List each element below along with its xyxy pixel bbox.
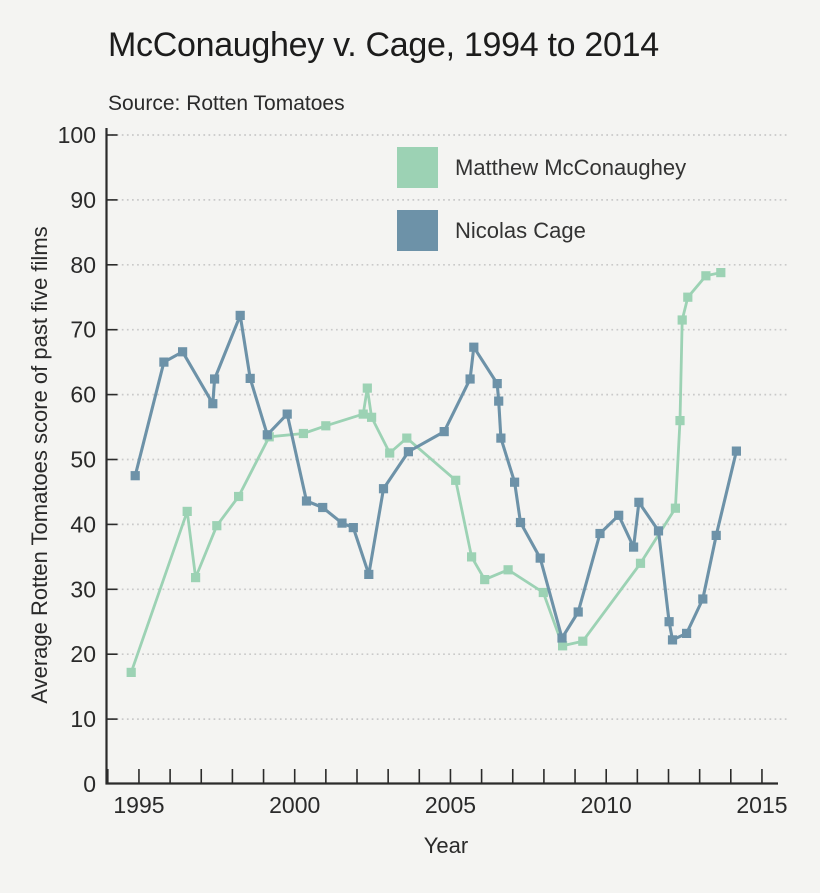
y-axis-title: Average Rotten Tomatoes score of past fi… [27,226,52,704]
y-tick-label: 70 [70,317,96,343]
x-tick-label: 2005 [425,792,476,818]
x-axis-title: Year [0,833,820,859]
data-point-mcconaughey [298,428,308,439]
data-point-mcconaughey [677,315,687,325]
data-point-mcconaughey [212,521,222,531]
data-point-mcconaughey [480,575,490,585]
series-line-mcconaughey [129,271,723,674]
y-tick-label: 40 [70,511,96,537]
data-point-mcconaughey [234,491,244,502]
data-point-mcconaughey [701,271,711,281]
data-point-cage [348,523,358,533]
data-point-cage [535,553,545,563]
x-tick-label: 2015 [736,792,787,818]
y-tick-label: 80 [70,252,96,278]
series-line-cage [133,313,738,642]
data-point-cage [318,502,328,513]
y-tick-label: 10 [70,706,96,732]
x-tick-label: 1995 [113,792,164,818]
data-point-cage [682,628,692,638]
data-point-cage [245,373,255,383]
data-point-mcconaughey [670,503,680,513]
x-axis-title-text: Year [423,833,469,858]
y-tick-label: 0 [83,771,96,797]
legend-swatch-mcconaughey [397,147,438,188]
data-point-cage [496,433,506,443]
data-point-mcconaughey [716,268,726,278]
y-tick-label: 100 [58,122,96,148]
data-point-mcconaughey [683,292,693,302]
data-point-cage [492,379,502,389]
chart-source: Source: Rotten Tomatoes [108,92,345,115]
data-point-cage [301,496,312,506]
data-point-cage [573,607,583,617]
data-point-mcconaughey [675,416,685,426]
data-point-cage [664,617,674,627]
data-point-cage [629,542,639,552]
data-point-cage [667,635,678,645]
data-point-cage [595,528,605,539]
data-point-cage [130,471,140,481]
data-point-mcconaughey [558,641,568,651]
data-point-mcconaughey [358,409,368,419]
data-point-cage [439,427,449,437]
data-point-cage [378,484,389,494]
data-point-mcconaughey [126,667,136,677]
data-point-cage [465,374,475,384]
y-tick-label: 90 [70,187,96,213]
data-point-mcconaughey [402,433,412,443]
y-tick-label: 60 [70,382,96,408]
legend-label-cage: Nicolas Cage [455,218,586,243]
data-point-mcconaughey [503,565,513,575]
data-point-mcconaughey [467,552,477,562]
x-tick-label: 2010 [581,792,632,818]
x-tick-label: 2000 [269,792,320,818]
data-point-cage [510,477,520,487]
y-tick-label: 20 [70,641,96,667]
data-point-mcconaughey [367,412,377,422]
y-tick-label: 30 [70,576,96,602]
data-point-mcconaughey [182,506,192,516]
data-point-cage [557,633,567,643]
data-point-cage [614,510,624,520]
data-point-mcconaughey [635,558,646,568]
data-point-mcconaughey [321,421,331,431]
data-point-mcconaughey [191,573,201,583]
data-point-cage [403,447,413,457]
data-point-cage [653,526,664,536]
data-point-mcconaughey [538,587,548,598]
data-point-cage [515,517,526,528]
data-point-cage [282,409,292,419]
data-point-cage [731,446,741,456]
data-point-cage [698,594,708,604]
data-point-mcconaughey [385,448,395,458]
data-point-cage [469,342,479,352]
data-point-cage [208,399,218,409]
legend-swatch-cage [397,210,438,251]
legend-label-mcconaughey: Matthew McConaughey [455,155,687,180]
data-point-mcconaughey [451,475,461,485]
data-point-mcconaughey [362,383,372,393]
data-point-cage [364,569,374,579]
data-point-cage [711,530,721,540]
data-point-cage [634,497,644,507]
chart-title: McConaughey v. Cage, 1994 to 2014 [108,26,659,64]
data-point-cage [262,430,272,440]
data-point-cage [494,396,504,406]
data-point-cage [235,310,245,320]
data-point-cage [210,374,220,384]
data-point-mcconaughey [578,636,588,646]
data-point-cage [178,347,188,357]
y-tick-label: 50 [70,447,96,473]
data-point-cage [159,357,169,367]
data-point-cage [337,518,347,528]
